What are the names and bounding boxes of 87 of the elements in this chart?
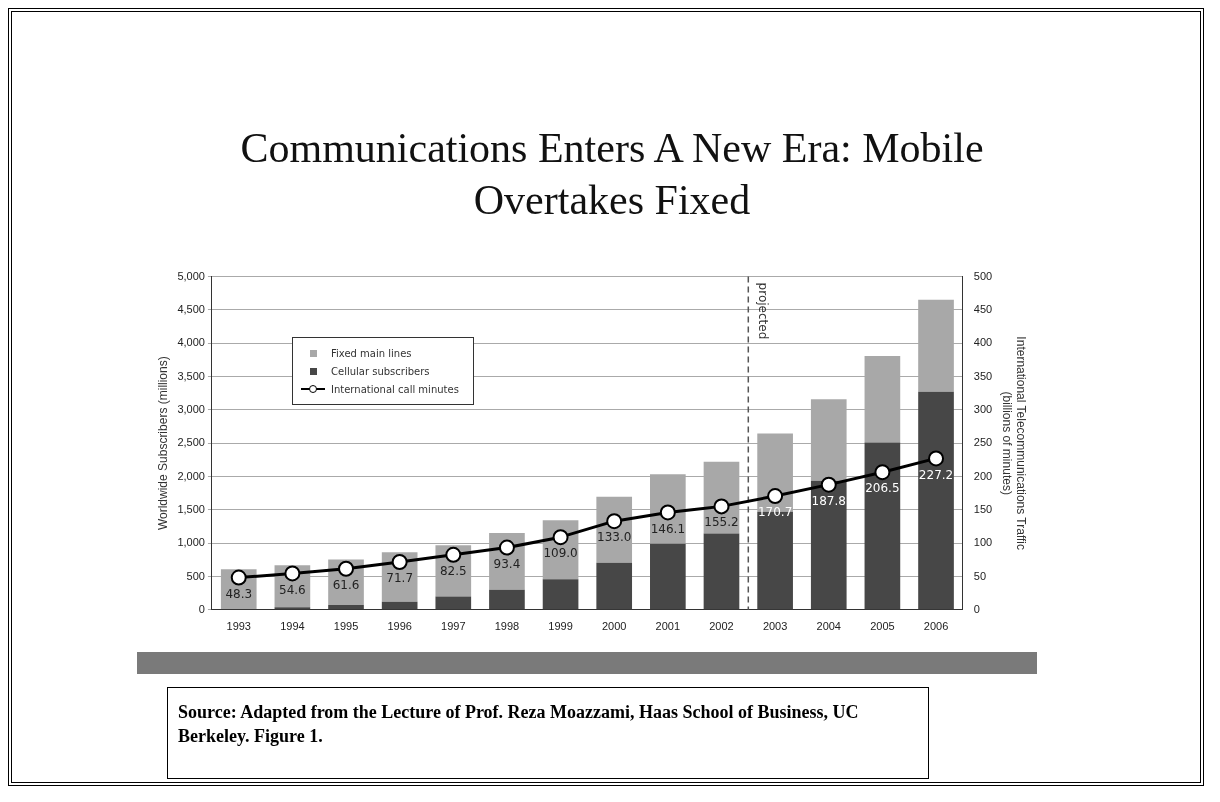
point: [445, 546, 462, 563]
bar: [596, 562, 633, 610]
bar: [864, 442, 901, 610]
point: [659, 504, 676, 521]
point: [552, 529, 569, 546]
x-tick-label: 2004: [816, 620, 841, 633]
data-label: 187.8: [811, 493, 846, 508]
bar: [810, 399, 847, 481]
y2-tick-label: 300: [973, 402, 993, 415]
point: [713, 498, 730, 515]
point: [767, 488, 784, 505]
legend-label: Fixed main lines: [331, 347, 412, 359]
data-label: 227.2: [918, 467, 954, 482]
point: [284, 565, 301, 582]
y2-tick-label: 200: [973, 469, 993, 482]
x-tick-label: 1997: [441, 620, 466, 633]
x-tick-label: 1999: [548, 620, 573, 633]
data-label: 146.1: [650, 521, 686, 536]
y-tick-label: 1,500: [177, 502, 205, 515]
point: [820, 476, 837, 493]
ref-line-label: projected: [756, 282, 771, 340]
data-label: 133.0: [597, 530, 632, 545]
data-label: 206.5: [865, 481, 900, 496]
y2-tick-label: 0: [973, 602, 980, 615]
x-tick-label: 1993: [226, 620, 251, 633]
y2-axis-title: International Telecommunications Traffic (billions of minutes): [1000, 336, 1029, 551]
page-border: Communications Enters A New Era: Mobile Overtakes Fixed Worldwide Subscribers (millions) International Telecommunications Traffic (billions of minutes) 1993 1994 1995 1996 1997 1998 1999 2000 2001 2002 2003 2004 2005 2006 0 500 1,000 1,500 2,000 2,500 3,000 3,500 4,000 4,500 5,000 0 50 100 150 200 250 300 350 400 450 500 projected 48.3 54.6 61.6 71.7 82.5 93.4 109.0 133.0 146.1 155.2 170.7 187.8 206.5 227.2 Fixed main lines Cellular subscribers International call minutes Source: Adapted from the Lecture of Prof. Reza Moazzami, Haas School of Business, UC Berkeley. Figure 1.: [8, 8, 1204, 786]
y-tick-label: 5,000: [177, 269, 205, 282]
y2-tick-label: 150: [973, 502, 993, 515]
data-label: 71.7: [386, 571, 414, 586]
data-label: 54.6: [279, 582, 306, 597]
source-note: Source: Adapted from the Lecture of Prof. Reza Moazzami, Haas School of Business, UC Berkeley. Figure 1.: [167, 687, 929, 779]
y-tick-label: 4,500: [177, 302, 205, 315]
x-tick-label: 1998: [494, 620, 520, 633]
bar: [703, 533, 740, 610]
y2-tick-label: 450: [973, 302, 993, 315]
y2-tick-label: 50: [973, 569, 987, 582]
data-label: 170.7: [757, 505, 793, 520]
y2-tick-label: 100: [973, 536, 993, 549]
y2-tick-label: 250: [973, 436, 993, 449]
y2-tick-label: 400: [973, 336, 993, 349]
bar: [864, 356, 901, 443]
chart-title: Communications Enters A New Era: Mobile Overtakes Fixed: [239, 124, 985, 225]
y2-tick-label: 350: [973, 369, 993, 382]
x-tick-label: 2006: [923, 620, 949, 633]
data-label: 61.6: [332, 577, 360, 592]
point: [874, 464, 891, 481]
x-tick-label: 1994: [280, 620, 305, 633]
bar: [274, 607, 311, 610]
legend-label: Cellular subscribers: [331, 365, 430, 377]
bar: [328, 605, 364, 610]
y-axis-title: Worldwide Subscribers (millions): [155, 356, 170, 531]
data-label: 82.5: [439, 563, 467, 578]
y-tick-label: 1,000: [177, 536, 205, 549]
bar: [381, 601, 418, 610]
point: [928, 450, 945, 467]
y-tick-label: 3,000: [177, 402, 205, 415]
bar: [810, 480, 847, 610]
y-tick-label: 500: [186, 569, 205, 582]
x-tick-label: 2005: [870, 620, 895, 633]
bar: [918, 299, 954, 392]
x-tick-label: 2001: [655, 620, 681, 633]
data-label: 48.3: [225, 586, 253, 601]
point: [338, 560, 355, 577]
x-tick-label: 1996: [387, 620, 412, 633]
bar: [542, 579, 579, 610]
data-label: 155.2: [704, 515, 739, 530]
bar: [435, 596, 472, 610]
bar: [489, 589, 525, 610]
y2-tick-label: 500: [973, 269, 993, 282]
point: [498, 539, 515, 556]
x-tick-label: 2000: [601, 620, 627, 633]
data-label: 93.4: [493, 556, 521, 571]
point: [230, 569, 247, 586]
legend-label: International call minutes: [331, 383, 459, 395]
y-tick-label: 2,500: [177, 436, 205, 449]
point: [391, 554, 408, 571]
y-tick-label: 3,500: [177, 369, 205, 382]
y-tick-label: 0: [198, 602, 205, 615]
y-tick-label: 4,000: [177, 336, 205, 349]
bar: [650, 543, 686, 610]
x-tick-label: 1995: [333, 620, 359, 633]
x-tick-label: 2002: [709, 620, 734, 633]
x-tick-label: 2003: [762, 620, 788, 633]
data-label: 109.0: [543, 546, 578, 561]
bar: [918, 391, 954, 610]
y-tick-label: 2,000: [177, 469, 205, 482]
